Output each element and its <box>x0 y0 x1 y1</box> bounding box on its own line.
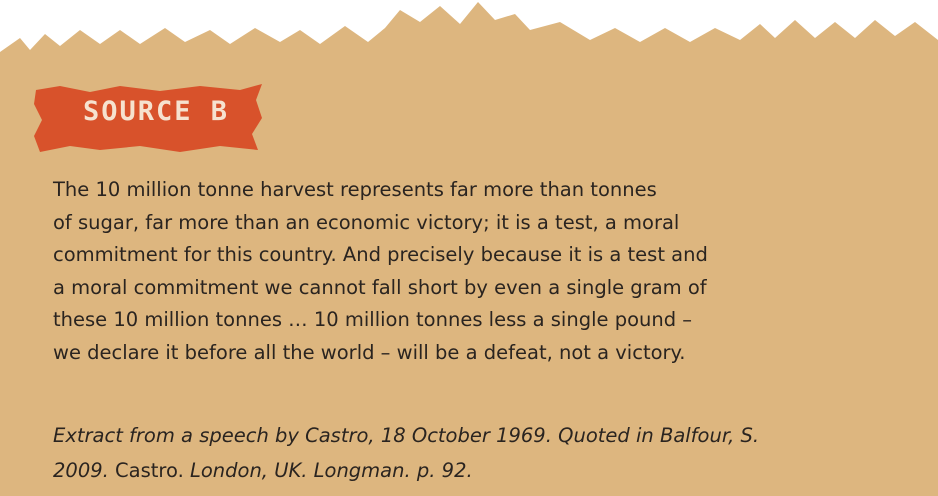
quote: The 10 million tonne harvest represents … <box>53 174 708 369</box>
citation-text: Castro. <box>109 459 184 482</box>
quote-line: of sugar, far more than an economic vict… <box>53 207 708 240</box>
citation-line: 2009. Castro. London, UK. Longman. p. 92… <box>53 453 759 488</box>
page: SOURCE B The 10 million tonne harvest re… <box>0 0 938 496</box>
quote-line: these 10 million tonnes … 10 million ton… <box>53 304 708 337</box>
citation-text: Extract from a speech by Castro, 18 Octo… <box>53 424 759 447</box>
quote-line: a moral commitment we cannot fall short … <box>53 272 708 305</box>
citation: Extract from a speech by Castro, 18 Octo… <box>53 418 759 488</box>
citation-text: London, UK. Longman. p. 92. <box>184 459 473 482</box>
quote-line: The 10 million tonne harvest represents … <box>53 174 708 207</box>
citation-line: Extract from a speech by Castro, 18 Octo… <box>53 418 759 453</box>
quote-line: we declare it before all the world – wil… <box>53 337 708 370</box>
quote-line: commitment for this country. And precise… <box>53 239 708 272</box>
citation-text: 2009. <box>53 459 109 482</box>
source-label: SOURCE B <box>83 96 229 127</box>
